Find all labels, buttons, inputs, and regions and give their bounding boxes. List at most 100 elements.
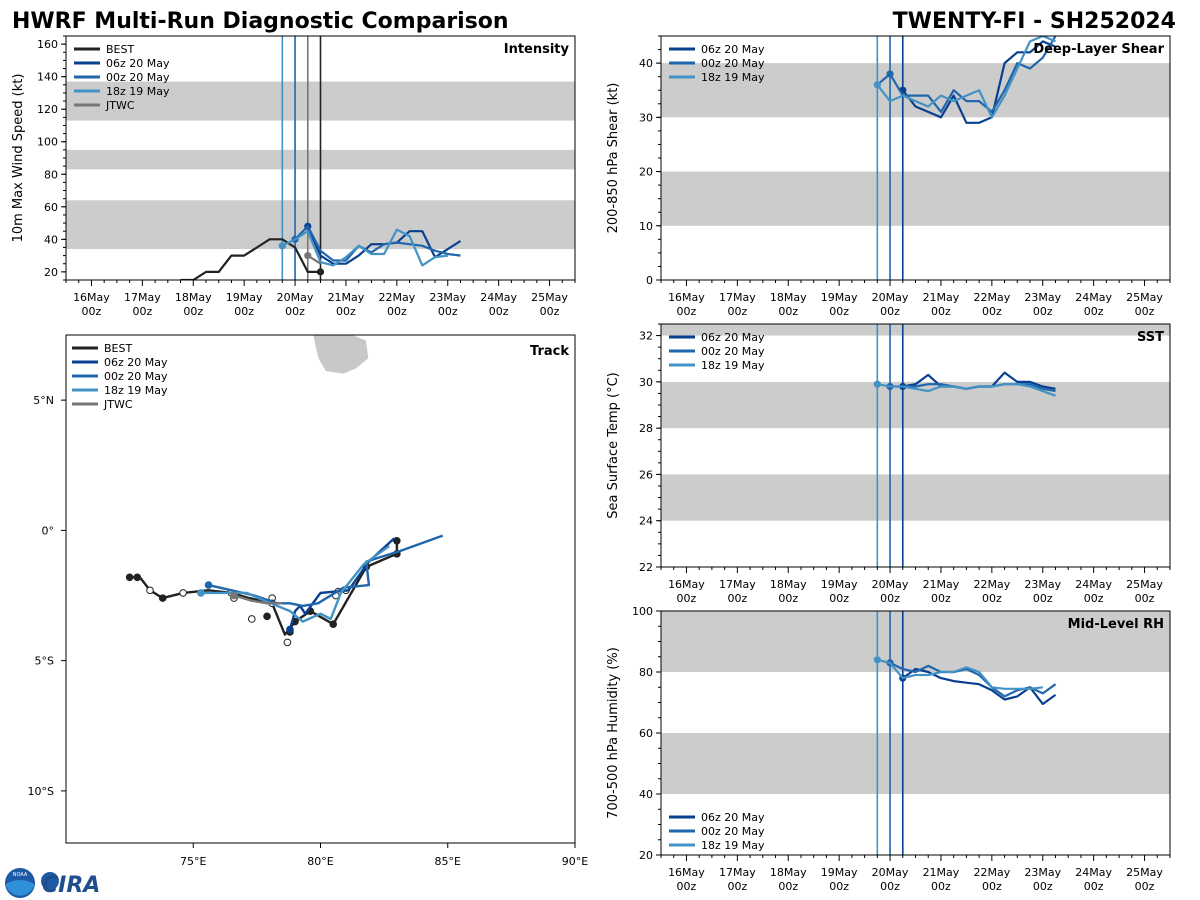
shear-xtick-label: 23May <box>1024 291 1061 304</box>
rh-xtick-label: 19May <box>821 866 858 879</box>
rh-series-18z-19-may <box>877 658 1043 690</box>
track-fix-best <box>158 594 167 602</box>
intensity-xtick-label: 19May <box>226 291 263 304</box>
track-fix-best <box>125 573 134 582</box>
track-fix-best <box>329 620 338 628</box>
rh-xtick-label: 23May <box>1024 866 1061 879</box>
sst-ytick-label: 22 <box>639 561 653 574</box>
sst-xtick-label: 24May <box>1075 578 1112 591</box>
shear-xtick-sublabel: 00z <box>778 305 798 318</box>
intensity-legend-label-06z-20-may: 06z 20 May <box>106 57 170 70</box>
track-legend-label-00z-20-may: 00z 20 May <box>104 370 168 383</box>
rh-xtick-label: 22May <box>973 866 1010 879</box>
intensity-xtick-label: 17May <box>124 291 161 304</box>
shear-xtick-label: 21May <box>923 291 960 304</box>
shear-legend-label-06z-20-may: 06z 20 May <box>701 43 765 56</box>
track-fix-best <box>247 615 256 623</box>
shear-xtick-sublabel: 00z <box>677 305 697 318</box>
sst-ylabel: Sea Surface Temp (°C) <box>606 372 621 519</box>
rh-plot-area <box>661 611 1170 855</box>
rh-xtick-label: 18May <box>770 866 807 879</box>
sst-ytick-label: 32 <box>639 330 653 343</box>
rh-xtick-label: 17May <box>719 866 756 879</box>
rh-xtick-label: 24May <box>1075 866 1112 879</box>
rh-legend-label-06z-20-may: 06z 20 May <box>701 811 765 824</box>
noaa-logo: NOAA <box>5 868 35 898</box>
shear-ytick-label: 40 <box>639 57 653 70</box>
sst-xtick-label: 17May <box>719 578 756 591</box>
intensity-series-00z-20-may <box>294 225 461 262</box>
track-panel: 75°E 80°E 85°E 90°E 5°N 0° 5°S 10°S Track BEST06z… <box>28 334 588 868</box>
intensity-ytick-label: 20 <box>44 266 58 279</box>
shear-series-00z-20-may <box>876 36 1057 114</box>
sst-xtick-sublabel: 00z <box>1084 592 1104 605</box>
rh-xtick-label: 25May <box>1126 866 1163 879</box>
sst-ytick-label: 26 <box>639 468 653 481</box>
intensity-xtick-label: 22May <box>378 291 415 304</box>
shear-xtick-sublabel: 00z <box>931 305 951 318</box>
shear-ytick-label: 30 <box>639 111 653 124</box>
sst-xtick-sublabel: 00z <box>829 592 849 605</box>
track-legend-label-06z-20-may: 06z 20 May <box>104 356 168 369</box>
intensity-ytick-label: 60 <box>44 201 58 214</box>
rh-ytick-label: 20 <box>639 849 653 862</box>
track-ytick-label: 10°S <box>28 785 54 798</box>
intensity-xtick-sublabel: 00z <box>132 305 152 318</box>
sst-band-2 <box>661 324 1170 336</box>
intensity-title: Intensity <box>504 42 570 57</box>
sst-ytick-label: 24 <box>639 515 653 528</box>
intensity-xtick-label: 25May <box>531 291 568 304</box>
intensity-legend-label-18z-19-may: 18z 19 May <box>106 85 170 98</box>
intensity-xtick-sublabel: 00z <box>285 305 305 318</box>
shear-xtick-sublabel: 00z <box>829 305 849 318</box>
track-series-best <box>129 540 399 636</box>
shear-ytick-label: 0 <box>646 274 653 287</box>
sst-xtick-sublabel: 00z <box>727 592 747 605</box>
shear-band-0 <box>661 171 1170 226</box>
cira-logo-text: CIRA <box>42 873 100 898</box>
rh-title: Mid-Level RH <box>1068 617 1164 632</box>
shear-ytick-label: 20 <box>639 166 653 179</box>
intensity-plot-area <box>66 36 575 280</box>
intensity-xtick-sublabel: 00z <box>183 305 203 318</box>
shear-ylabel: 200-850 hPa Shear (kt) <box>606 83 621 234</box>
track-legend-label-jtwc: JTWC <box>103 398 133 411</box>
shear-series-06z-20-may <box>901 40 1056 124</box>
track-fix-best <box>133 573 142 582</box>
track-fix-best <box>393 537 401 545</box>
track-series-jtwc <box>233 594 283 605</box>
track-point-18z-19-may <box>197 589 205 597</box>
intensity-ytick-label: 100 <box>37 136 58 149</box>
shear-series-18z-19-may <box>876 36 1056 119</box>
shear-xtick-sublabel: 00z <box>982 305 1002 318</box>
intensity-xtick-label: 18May <box>175 291 212 304</box>
intensity-xtick-sublabel: 00z <box>336 305 356 318</box>
land-mass <box>312 335 370 375</box>
intensity-xtick-sublabel: 00z <box>82 305 102 318</box>
shear-ytick-label: 10 <box>639 220 653 233</box>
intensity-xtick-sublabel: 00z <box>489 305 509 318</box>
sst-xtick-sublabel: 00z <box>778 592 798 605</box>
shear-legend-label-00z-20-may: 00z 20 May <box>701 57 765 70</box>
sst-xtick-label: 19May <box>821 578 858 591</box>
sst-xtick-label: 22May <box>973 578 1010 591</box>
rh-xtick-sublabel: 00z <box>677 880 697 893</box>
track-xtick-label: 85°E <box>435 855 461 868</box>
intensity-ytick-label: 80 <box>44 168 58 181</box>
intensity-point-18z-19-may <box>278 242 286 250</box>
track-ytick-label: 5°N <box>33 394 54 407</box>
track-xtick-label: 75°E <box>180 855 206 868</box>
shear-xtick-label: 16May <box>668 291 705 304</box>
cira-logo: CIRA <box>41 872 100 898</box>
track-fix-best <box>263 612 271 621</box>
rh-ytick-label: 100 <box>632 605 653 618</box>
rh-xtick-sublabel: 00z <box>982 880 1002 893</box>
track-xtick-label: 80°E <box>307 855 333 868</box>
track-xtick-label: 90°E <box>562 855 588 868</box>
sst-ytick-label: 28 <box>639 422 653 435</box>
figure-title: HWRF Multi-Run Diagnostic Comparison <box>12 9 509 34</box>
sst-xtick-label: 23May <box>1024 578 1061 591</box>
rh-xtick-label: 21May <box>923 866 960 879</box>
intensity-legend-label-jtwc: JTWC <box>105 99 135 112</box>
intensity-legend-label-00z-20-may: 00z 20 May <box>106 71 170 84</box>
